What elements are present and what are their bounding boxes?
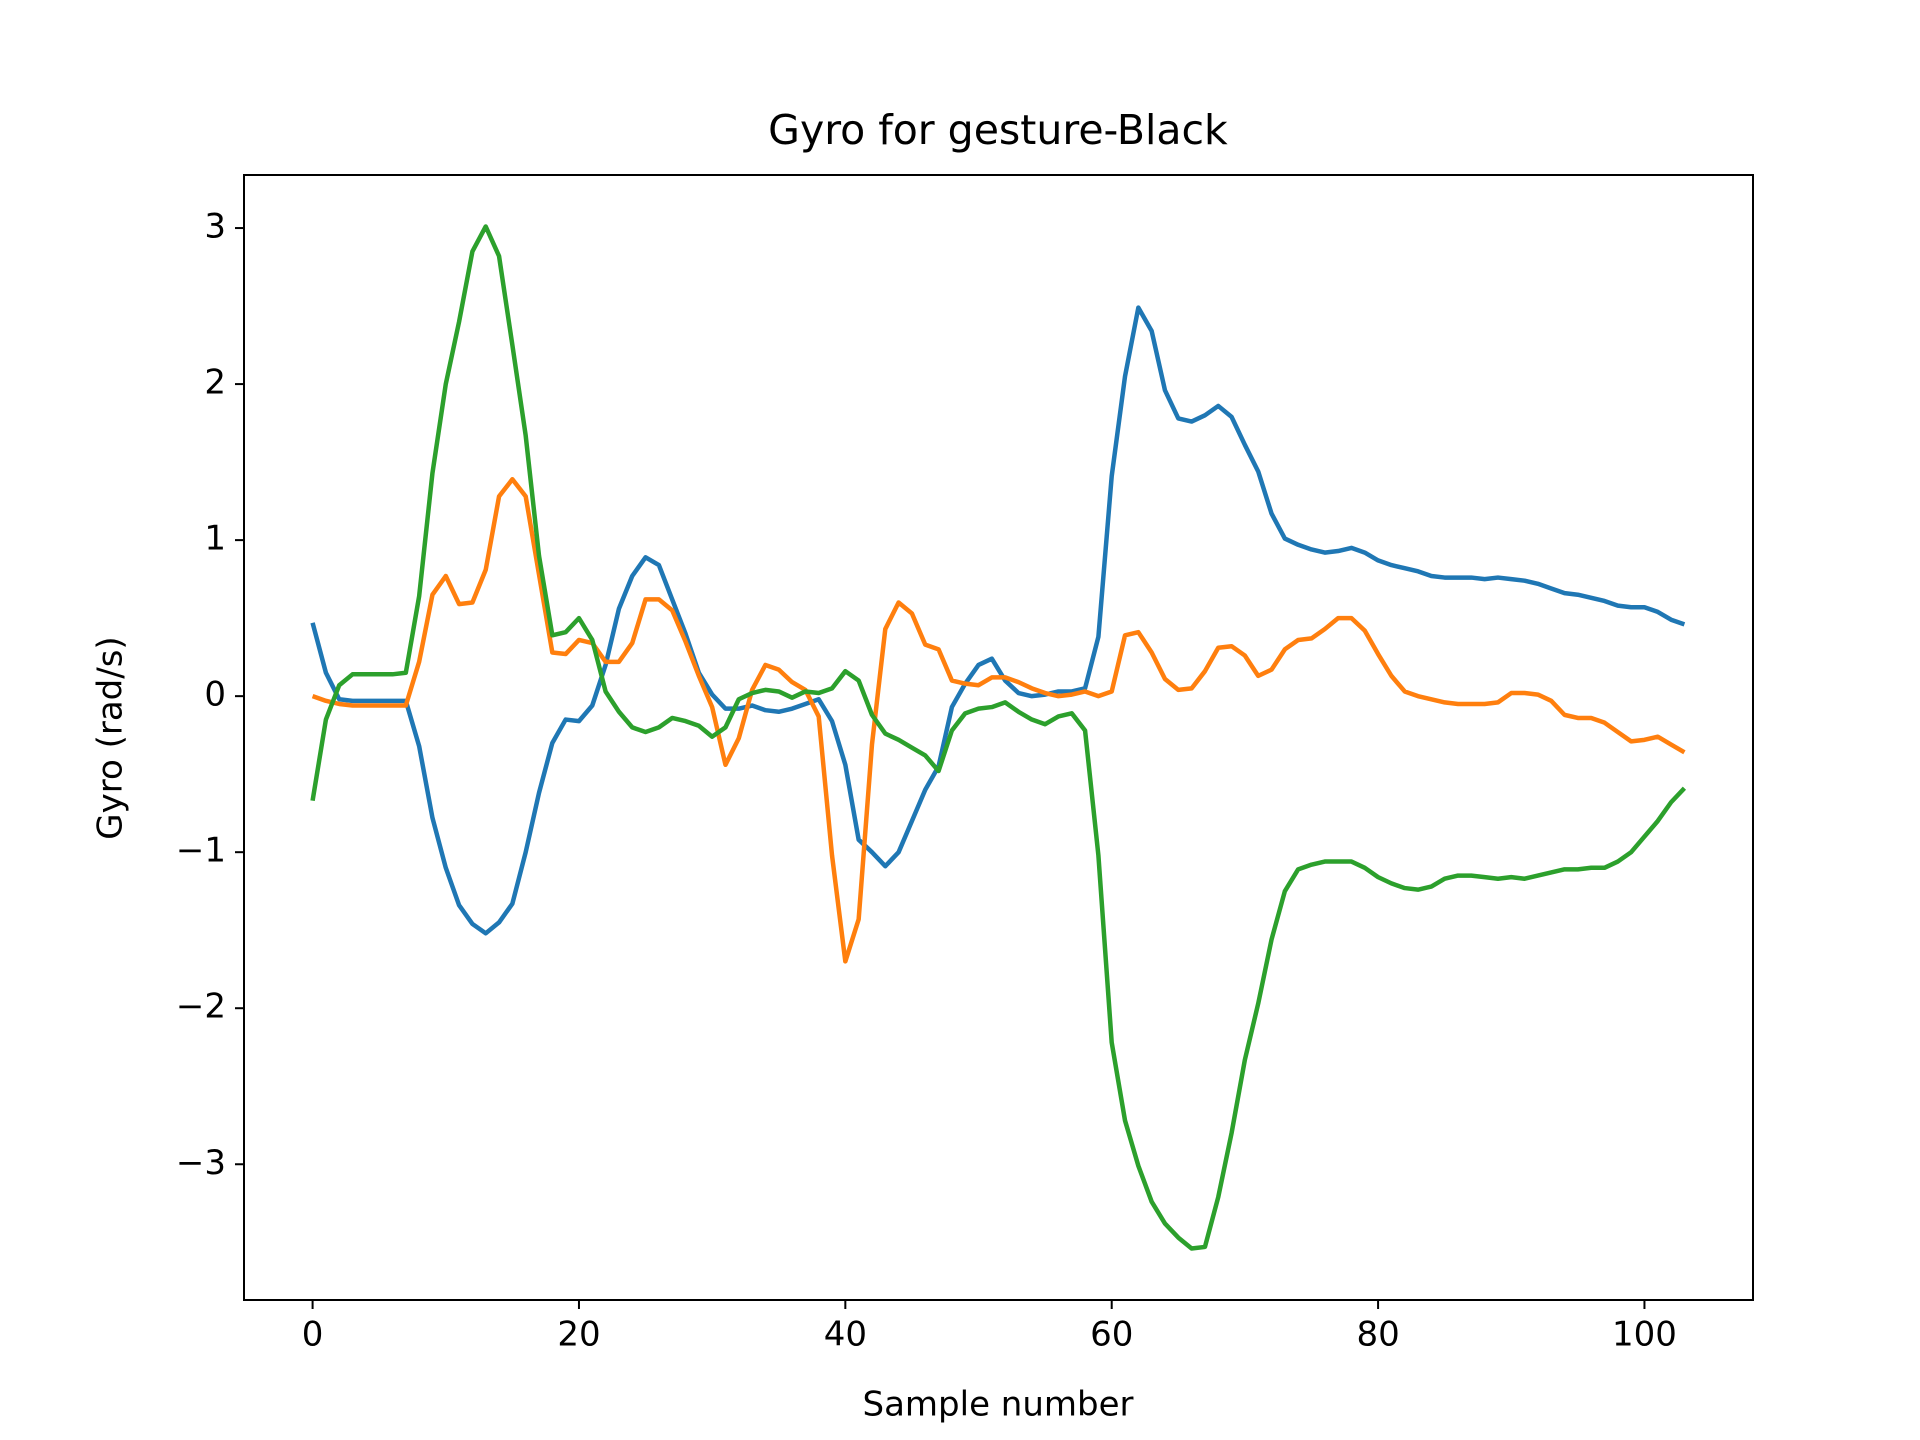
chart-title: Gyro for gesture-Black bbox=[768, 106, 1228, 154]
y-tick-label: 1 bbox=[204, 519, 226, 559]
y-tick-label: 3 bbox=[204, 207, 226, 247]
y-tick-label: −3 bbox=[176, 1143, 226, 1183]
data-line bbox=[310, 224, 1687, 1251]
x-axis-label: Sample number bbox=[863, 1385, 1134, 1425]
y-tick-label: 2 bbox=[204, 363, 226, 403]
plot-frame bbox=[243, 174, 1754, 1301]
data-line bbox=[310, 305, 1686, 936]
y-tick-label: −2 bbox=[176, 987, 226, 1027]
data-line bbox=[311, 477, 1686, 964]
y-tick-label: −1 bbox=[176, 831, 226, 871]
x-tick-label: 100 bbox=[1612, 1315, 1677, 1355]
y-axis-label: Gyro (rad/s) bbox=[91, 636, 131, 839]
x-tick-label: 20 bbox=[557, 1315, 600, 1355]
x-tick-label: 0 bbox=[302, 1315, 324, 1355]
y-tick-label: 0 bbox=[204, 675, 226, 715]
x-tick-label: 80 bbox=[1356, 1315, 1399, 1355]
x-tick-label: 60 bbox=[1090, 1315, 1133, 1355]
x-tick-label: 40 bbox=[824, 1315, 867, 1355]
